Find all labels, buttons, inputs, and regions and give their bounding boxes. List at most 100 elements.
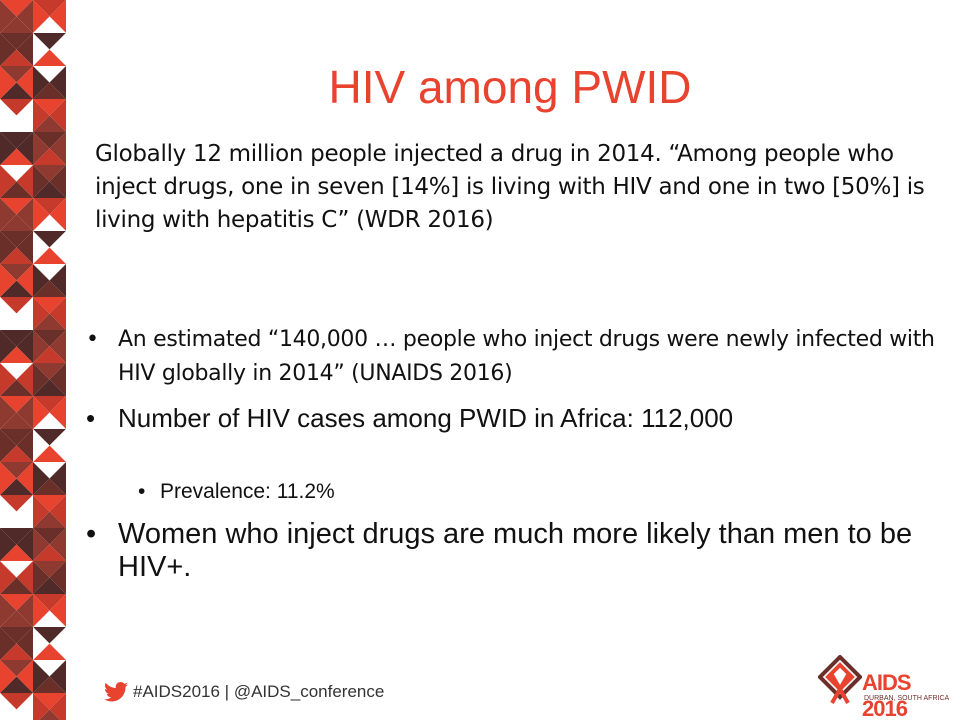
decor-triangle	[16, 231, 33, 264]
decor-triangle	[0, 330, 33, 347]
decor-triangle	[16, 264, 33, 297]
decor-triangle	[0, 16, 33, 33]
decor-triangle	[33, 396, 66, 413]
decor-triangle	[0, 0, 17, 33]
decor-triangle	[0, 643, 33, 660]
decor-triangle	[16, 528, 33, 561]
decor-triangle	[49, 363, 66, 396]
decor-triangle	[33, 445, 66, 462]
decor-triangle	[49, 495, 66, 528]
decor-triangle	[49, 396, 66, 429]
decor-triangle	[33, 247, 66, 264]
decor-triangle	[33, 676, 66, 693]
decor-triangle	[16, 99, 33, 132]
decor-triangle	[16, 330, 33, 363]
decor-triangle	[0, 66, 33, 83]
decor-triangle	[33, 264, 50, 297]
logo-title: AIDS 2016	[862, 670, 912, 721]
decor-triangle	[0, 198, 33, 215]
decor-triangle	[33, 148, 66, 165]
decor-triangle	[16, 132, 33, 165]
decor-triangle	[0, 396, 17, 429]
decor-triangle	[33, 0, 66, 17]
decor-triangle	[16, 462, 33, 495]
decor-triangle	[33, 594, 50, 627]
decor-triangle	[0, 693, 33, 710]
decor-triangle	[33, 577, 66, 594]
decor-triangle	[0, 297, 33, 314]
decor-triangle	[0, 511, 33, 528]
decor-triangle	[39, 709, 60, 720]
decor-triangle	[0, 660, 33, 677]
decor-triangle	[49, 99, 66, 132]
decor-triangle	[0, 297, 17, 330]
decor-triangle	[33, 396, 50, 429]
decor-triangle	[33, 429, 66, 446]
decor-triangle	[33, 561, 66, 578]
decor-triangle	[16, 363, 33, 396]
decor-triangle	[0, 165, 17, 198]
decor-triangle	[0, 660, 17, 693]
decor-triangle	[33, 313, 66, 330]
decor-triangle	[0, 0, 33, 17]
decor-triangle	[0, 528, 17, 561]
twitter-icon	[104, 682, 128, 702]
decor-triangle	[16, 693, 33, 720]
decor-triangle	[0, 676, 33, 693]
decor-triangle	[0, 429, 33, 446]
decor-triangle	[0, 429, 17, 462]
decor-triangle	[33, 627, 50, 660]
decor-triangle	[33, 165, 66, 182]
decor-triangle	[33, 214, 66, 231]
decor-triangle	[33, 0, 50, 33]
decor-triangle	[0, 264, 33, 281]
decor-triangle	[33, 66, 50, 99]
bullet: Women who inject drugs are much more lik…	[86, 518, 938, 584]
decor-triangle	[49, 231, 66, 264]
decor-triangle	[0, 478, 33, 495]
decor-triangle	[0, 33, 33, 50]
decor-triangle	[33, 82, 66, 99]
decor-triangle	[33, 66, 66, 83]
decor-triangle	[49, 462, 66, 495]
decor-triangle	[33, 231, 50, 264]
decor-triangle	[0, 49, 33, 66]
decor-triangle	[33, 231, 66, 248]
decor-triangle	[33, 99, 66, 116]
decor-triangle	[0, 594, 17, 627]
decor-triangle	[16, 165, 33, 198]
decor-triangle	[0, 214, 33, 231]
decor-triangle	[0, 247, 33, 264]
logo-mark	[818, 655, 862, 704]
logo-subtitle: DURBAN, SOUTH AFRICA	[864, 695, 950, 702]
sub-bullet: Prevalence: 11.2%	[138, 480, 960, 504]
decor-triangle	[0, 693, 17, 720]
decor-triangle	[33, 429, 50, 462]
decor-triangle	[33, 610, 66, 627]
decor-triangle	[16, 297, 33, 330]
decor-triangle	[49, 264, 66, 297]
decor-triangle	[0, 66, 17, 99]
decor-triangle	[33, 660, 50, 693]
decor-triangle	[33, 330, 66, 347]
decor-triangle	[33, 363, 50, 396]
decor-triangle	[33, 115, 66, 132]
decor-triangle	[0, 396, 33, 413]
decor-triangle	[33, 99, 50, 132]
decor-triangle	[16, 0, 33, 33]
decor-triangle	[49, 66, 66, 99]
decor-triangle	[0, 610, 33, 627]
decor-triangle	[0, 445, 33, 462]
decor-triangle	[16, 627, 33, 660]
decor-triangle	[49, 330, 66, 363]
bullet: Number of HIV cases among PWID in Africa…	[86, 403, 938, 434]
decor-triangle	[6, 709, 27, 720]
decor-triangle	[0, 198, 17, 231]
decor-triangle	[0, 181, 33, 198]
decor-triangle	[49, 594, 66, 627]
decor-triangle	[0, 280, 33, 297]
decor-triangle	[49, 429, 66, 462]
decor-triangle	[33, 33, 50, 66]
decor-triangle	[0, 363, 33, 380]
